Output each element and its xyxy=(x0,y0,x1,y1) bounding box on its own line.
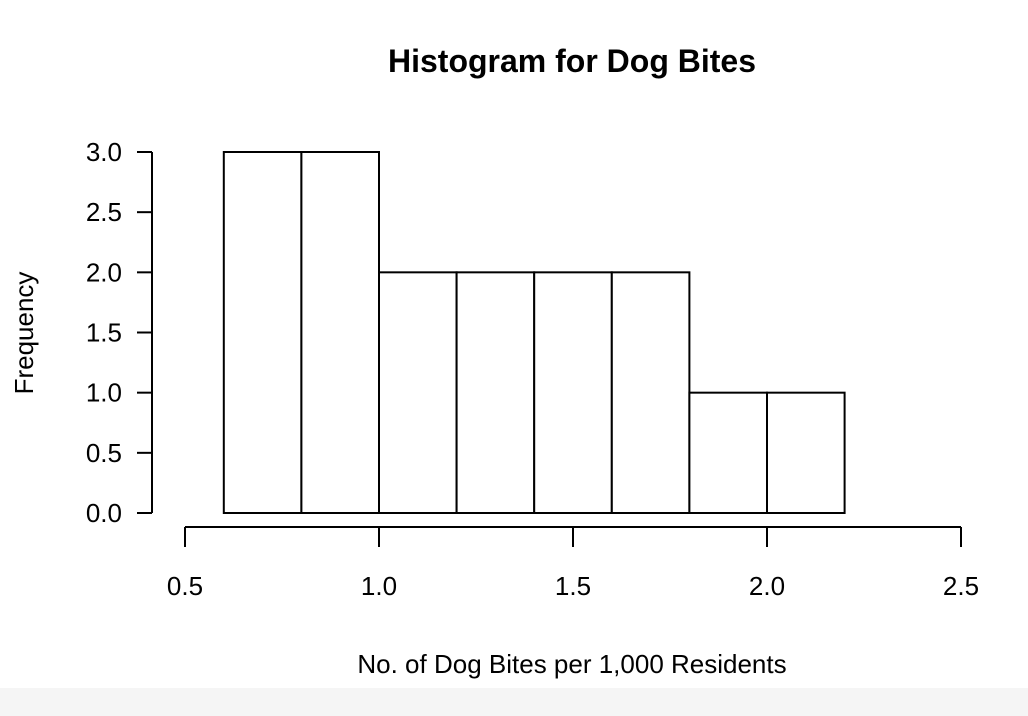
x-axis-label: No. of Dog Bites per 1,000 Residents xyxy=(357,649,786,679)
x-axis: 0.5 1.0 1.5 2.0 2.5 xyxy=(167,526,979,601)
y-tick-label: 2.0 xyxy=(86,257,122,287)
histogram-bar-3 xyxy=(378,271,458,515)
y-tick-label: 1.5 xyxy=(86,318,122,348)
y-tick-label: 0.5 xyxy=(86,438,122,468)
chart-title: Histogram for Dog Bites xyxy=(388,43,756,79)
x-tick-label: 2.0 xyxy=(749,571,785,601)
y-tick-label: 0.0 xyxy=(86,498,122,528)
bars-group xyxy=(222,151,846,515)
histogram-bar-5 xyxy=(533,271,613,515)
bottom-strip xyxy=(0,688,1028,716)
y-tick-label: 3.0 xyxy=(86,137,122,167)
histogram-bar-6 xyxy=(610,271,691,515)
x-tick-label: 0.5 xyxy=(167,571,203,601)
histogram-bar-4 xyxy=(455,271,536,515)
y-axis: 0.0 0.5 1.0 1.5 2.0 2.5 3.0 xyxy=(86,137,153,528)
x-tick-label: 1.0 xyxy=(361,571,397,601)
histogram-bar-8 xyxy=(766,391,846,514)
y-tick-label: 2.5 xyxy=(86,197,122,227)
x-tick-label: 1.5 xyxy=(555,571,591,601)
histogram-bar-1 xyxy=(222,151,303,514)
histogram-bar-7 xyxy=(688,391,769,514)
x-tick-label: 2.5 xyxy=(943,571,979,601)
histogram-bar-2 xyxy=(300,151,380,514)
y-axis-label: Frequency xyxy=(9,272,39,395)
y-tick-label: 1.0 xyxy=(86,378,122,408)
